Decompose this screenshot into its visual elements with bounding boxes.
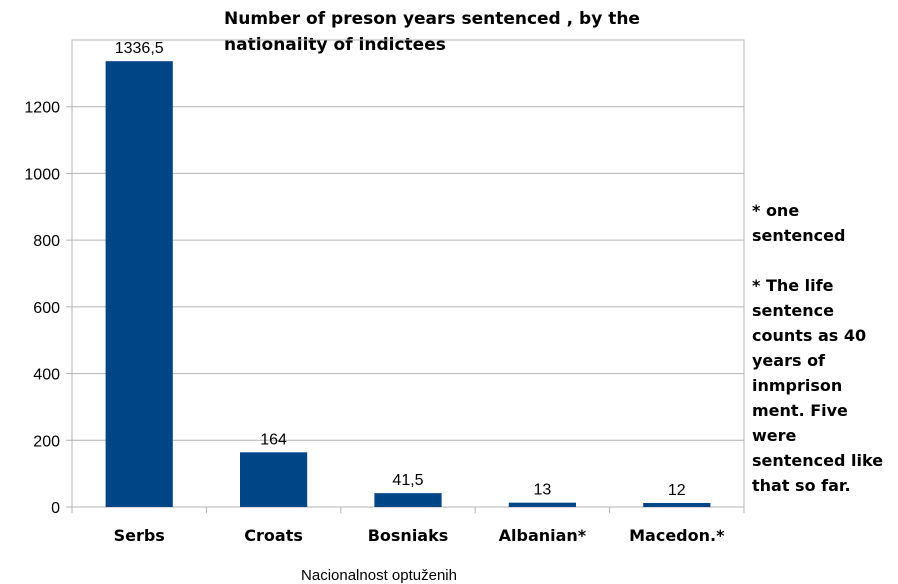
bar-bosniaks (374, 493, 442, 507)
y-tick-label-1200: 1200 (24, 100, 60, 117)
bar-croats (240, 452, 308, 507)
data-label-bosniaks: 41,5 (392, 472, 423, 489)
category-label-bosniaks: Bosniaks (368, 526, 449, 545)
data-label-albanian: 13 (534, 482, 552, 499)
y-tick-label-800: 800 (33, 233, 60, 250)
data-label-serbs: 1336,5 (115, 40, 164, 57)
category-label-serbs: Serbs (114, 526, 165, 545)
y-tick-label-200: 200 (33, 433, 60, 450)
bar-macedon (643, 502, 711, 507)
data-label-croats: 164 (260, 431, 287, 448)
plot-area-border (71, 39, 745, 508)
category-label-croats: Croats (244, 526, 303, 545)
y-tick-label-0: 0 (51, 500, 60, 517)
category-label-albanian: Albanian* (499, 526, 587, 545)
y-tick-label-1000: 1000 (24, 166, 60, 183)
labels: 1336,5 Serbs 164 Croats 41,5 Bosniaks 13 Albani… (114, 40, 726, 545)
category-label-macedon: Macedon.* (629, 526, 725, 545)
x-axis-label: Nacionalnost optuženih (301, 567, 457, 584)
bar-serbs (105, 61, 173, 507)
data-label-macedon: 12 (668, 482, 686, 499)
y-axis-ticks: 0 200 400 600 800 1000 1200 (24, 100, 745, 517)
y-tick-label-600: 600 (33, 300, 60, 317)
bar-albanian (508, 502, 576, 507)
bars (105, 61, 711, 507)
note-one-sentenced: * one sentenced (752, 201, 846, 245)
note-life-sentence: * The life sentence counts as 40 years o… (752, 276, 884, 495)
y-tick-label-400: 400 (33, 367, 60, 384)
grid-lines (72, 106, 744, 441)
